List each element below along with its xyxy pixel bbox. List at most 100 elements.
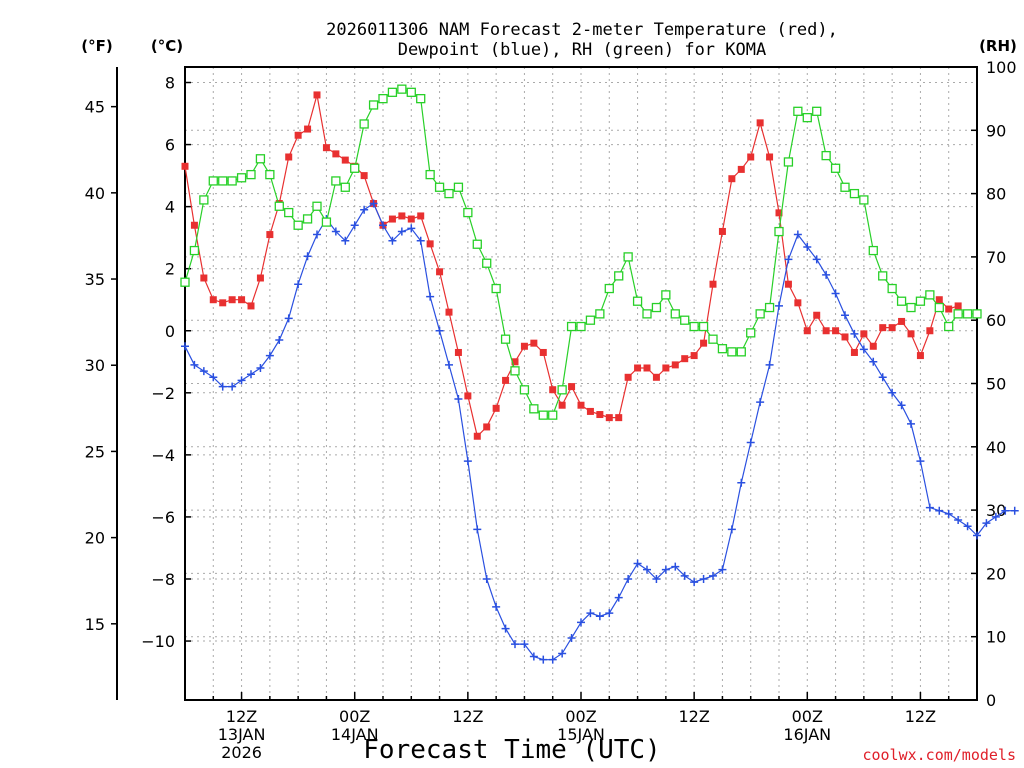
temperature-point	[954, 302, 962, 310]
temperature-point	[502, 376, 510, 384]
series-temperature	[181, 91, 962, 440]
dewpoint-point	[822, 270, 831, 279]
fahrenheit-tick-label: 15	[85, 615, 105, 634]
dewpoint-point	[416, 236, 425, 245]
temperature-point	[728, 175, 736, 183]
rh-tick-label: 90	[986, 121, 1006, 140]
dewpoint-point	[567, 633, 576, 642]
dewpoint-point	[699, 574, 708, 583]
celsius-tick-label: −4	[151, 446, 175, 465]
temperature-point	[313, 91, 321, 99]
dewpoint-point	[888, 388, 897, 397]
temperature-point	[558, 401, 566, 409]
celsius-tick-label: 0	[165, 322, 175, 341]
rh-point	[821, 150, 831, 161]
rh-point	[576, 321, 586, 332]
temperature-point	[332, 150, 340, 158]
rh-point	[199, 195, 209, 205]
temperature-point	[945, 305, 953, 313]
rh-point	[680, 315, 690, 325]
rh-point	[500, 334, 511, 344]
rh-tick-label: 100	[986, 58, 1017, 77]
temperature-point	[813, 311, 821, 319]
temperature-point	[190, 221, 198, 229]
fahrenheit-tick-label: 20	[85, 529, 105, 548]
rh-point	[312, 201, 322, 211]
temperature-point	[832, 327, 840, 335]
temperature-point	[266, 231, 274, 239]
rh-point	[717, 344, 728, 354]
dewpoint-point	[586, 609, 595, 618]
temperature-point	[747, 153, 755, 161]
dewpoint-point	[209, 373, 218, 382]
dewpoint-point	[539, 655, 548, 664]
dewpoint-point	[558, 649, 567, 658]
dewpoint-point	[614, 593, 623, 602]
dewpoint-point	[218, 382, 227, 391]
dewpoint-point	[954, 516, 963, 525]
dewpoint-point	[548, 655, 557, 664]
temperature-point	[388, 215, 396, 223]
dewpoint-point	[341, 236, 350, 245]
dewpoint-point	[313, 230, 321, 239]
relative-humidity-line	[184, 88, 977, 416]
rh-point	[896, 296, 907, 306]
rh-point	[793, 106, 803, 116]
dewpoint-point	[859, 345, 868, 354]
rh-point	[189, 245, 200, 256]
x-tick-label: 12Z	[452, 707, 483, 726]
dewpoint-point	[661, 565, 670, 574]
temperature-point	[605, 414, 613, 422]
celsius-tick-label: −8	[151, 570, 175, 589]
rh-point	[623, 252, 633, 262]
temperature-point	[426, 240, 434, 248]
dewpoint-point	[765, 360, 774, 369]
dewpoint-point	[284, 314, 293, 323]
dewpoint-point	[907, 419, 915, 428]
rh-tick-label: 10	[986, 628, 1006, 647]
x-tick-label: 14JAN	[331, 725, 379, 744]
dewpoint-point	[944, 509, 953, 518]
chart-title-line-2: Dewpoint (blue), RH (green) for KOMA	[398, 40, 766, 60]
rh-point	[548, 410, 558, 420]
dewpoint-point	[228, 382, 237, 391]
celsius-tick-label: 6	[165, 136, 175, 155]
dewpoint-point	[369, 199, 378, 208]
dewpoint-point	[501, 624, 510, 633]
dewpoint-point	[869, 357, 878, 366]
temperature-point	[445, 308, 453, 316]
celsius-tick-label: 4	[165, 198, 175, 217]
dewpoint-point	[775, 301, 783, 310]
temperature-point	[492, 404, 500, 412]
temperature-point	[634, 364, 642, 372]
temperature-point	[181, 162, 189, 170]
dewpoint-point	[652, 574, 661, 583]
rh-point	[632, 296, 643, 306]
temperature-point	[926, 327, 934, 335]
rh-point	[472, 239, 482, 249]
dewpoint-point	[727, 525, 736, 534]
dewpoint-point	[492, 602, 501, 611]
temperature-point	[652, 373, 660, 381]
dewpoint-point	[916, 457, 925, 466]
x-tick-label: 13JAN	[218, 725, 266, 744]
celsius-tick-label: −6	[151, 508, 175, 527]
dewpoint-point	[680, 571, 689, 580]
rh-point	[689, 321, 699, 332]
dewpoint-point	[181, 342, 189, 351]
rh-point	[840, 182, 850, 192]
dewpoint-point	[247, 370, 255, 379]
rh-point	[378, 94, 388, 104]
dewpoint-point	[407, 224, 416, 233]
dewpoint-point	[482, 574, 491, 583]
rh-point	[764, 302, 775, 313]
dewpoint-point	[294, 280, 303, 289]
series-layer	[180, 84, 1019, 664]
rh-point	[962, 309, 973, 319]
fahrenheit-tick-label: 35	[85, 270, 105, 289]
rh-point	[736, 347, 746, 357]
credit-text: coolwx.com/models	[862, 746, 1016, 764]
rh-point	[944, 321, 954, 332]
dewpoint-point	[982, 519, 991, 528]
rh-point	[425, 169, 435, 180]
